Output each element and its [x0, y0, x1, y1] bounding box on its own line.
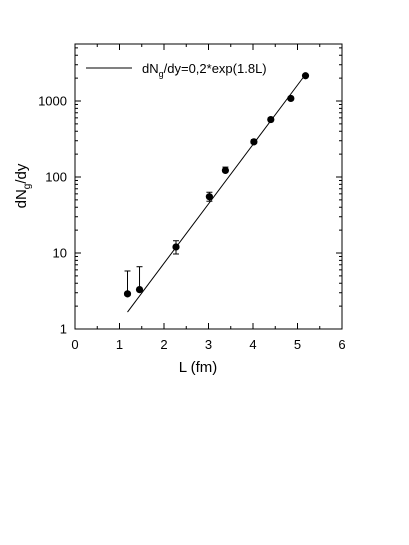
data-point — [205, 193, 213, 201]
legend-label: dNg/dy=0,2*exp(1.8L) — [142, 61, 267, 79]
data-point — [301, 72, 310, 80]
data-points — [123, 72, 310, 298]
data-point — [135, 285, 144, 294]
x-tick-label: 6 — [338, 337, 345, 352]
data-point — [172, 243, 180, 251]
legend: dNg/dy=0,2*exp(1.8L) — [86, 61, 267, 79]
fit-line — [127, 74, 306, 313]
y-tick-label: 10 — [53, 246, 67, 261]
x-tick-label: 1 — [116, 337, 123, 352]
data-point — [221, 166, 230, 175]
y-tick-label: 100 — [45, 170, 67, 185]
x-tick-label: 2 — [160, 337, 167, 352]
y-tick-label: 1000 — [38, 94, 67, 109]
x-tick-label: 5 — [294, 337, 301, 352]
data-point — [250, 138, 258, 146]
data-point — [123, 290, 132, 298]
data-point — [287, 94, 295, 103]
axis-ticks — [74, 44, 343, 330]
x-tick-label: 4 — [249, 337, 256, 352]
y-tick-label: 1 — [60, 322, 67, 337]
y-axis-title: dNg/dy — [13, 163, 33, 208]
x-axis-title: L (fm) — [179, 359, 218, 376]
x-tick-label: 3 — [205, 337, 212, 352]
x-tick-label: 0 — [71, 337, 78, 352]
plot-frame — [74, 43, 343, 330]
data-point — [267, 115, 275, 124]
